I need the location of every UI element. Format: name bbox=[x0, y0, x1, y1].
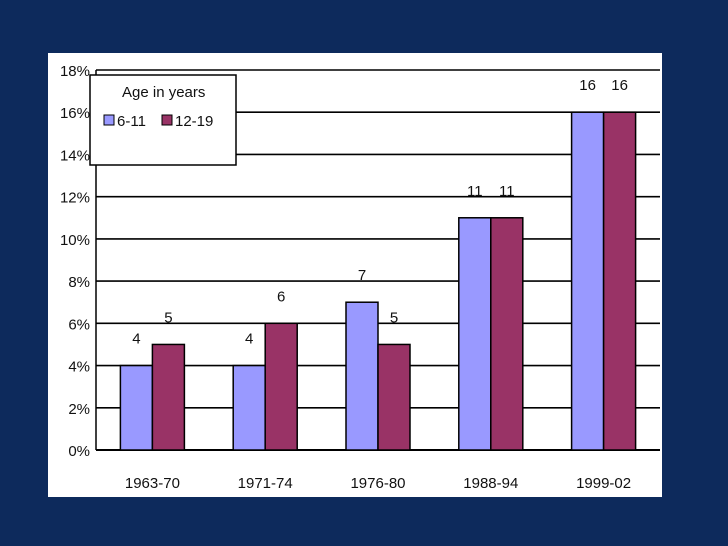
x-tick-label: 1963-70 bbox=[125, 475, 180, 492]
legend-swatch-12-19 bbox=[161, 114, 173, 126]
legend-title: Age in years bbox=[122, 84, 205, 101]
bar-12-19-1976-80 bbox=[377, 343, 411, 451]
y-tick-label: 2% bbox=[68, 401, 90, 418]
bar-12-19-1963-70 bbox=[151, 343, 186, 451]
data-label-12-19-1976-80: 5 bbox=[390, 309, 398, 326]
y-tick-label: 0% bbox=[68, 443, 90, 460]
data-label-6-11-1988-94: 11 bbox=[467, 183, 483, 200]
x-tick-label: 1988-94 bbox=[463, 475, 518, 492]
data-label-6-11-1971-74: 4 bbox=[245, 331, 253, 348]
legend-label-12-19: 12-19 bbox=[175, 113, 213, 130]
y-tick-label: 6% bbox=[68, 316, 90, 333]
legend-swatch-6-11 bbox=[103, 114, 115, 126]
y-tick-label: 10% bbox=[60, 232, 90, 249]
y-tick-label: 18% bbox=[60, 63, 90, 80]
bar-12-19-1971-74 bbox=[264, 322, 298, 451]
data-label-12-19-1999-02: 16 bbox=[611, 77, 628, 94]
data-label-12-19-1963-70: 5 bbox=[164, 309, 172, 326]
x-tick-label: 1971-74 bbox=[238, 475, 293, 492]
y-tick-label: 8% bbox=[68, 274, 90, 291]
bars bbox=[119, 111, 637, 451]
chart-panel: 0% 2% 4% 6% 8% 10% 12% 14% 16% 18% 4 5 4 6 7 5 11 11 16 16… bbox=[48, 53, 662, 497]
data-label-6-11-1963-70: 4 bbox=[132, 331, 140, 348]
x-axis-ticks: 1963-70 1971-74 1976-80 1988-94 1999-02 bbox=[125, 475, 631, 492]
legend: Age in years 6-11 12-19 bbox=[89, 74, 237, 166]
y-tick-label: 12% bbox=[60, 190, 90, 207]
y-tick-label: 16% bbox=[60, 105, 90, 122]
bar-12-19-1999-02 bbox=[602, 111, 637, 451]
bar-chart: 0% 2% 4% 6% 8% 10% 12% 14% 16% 18% 4 5 4 6 7 5 11 11 16 16… bbox=[60, 63, 660, 492]
bar-6-11-1999-02 bbox=[570, 111, 605, 451]
legend-label-6-11: 6-11 bbox=[117, 113, 146, 130]
bar-6-11-1976-80 bbox=[345, 301, 379, 451]
bar-12-19-1988-94 bbox=[490, 217, 524, 451]
x-tick-label: 1999-02 bbox=[576, 475, 631, 492]
bar-6-11-1963-70 bbox=[119, 364, 154, 451]
y-tick-label: 14% bbox=[60, 147, 90, 164]
bar-6-11-1988-94 bbox=[458, 217, 492, 451]
data-labels: 4 5 4 6 7 5 11 11 16 16 bbox=[132, 77, 628, 347]
data-label-12-19-1971-74: 6 bbox=[277, 288, 285, 305]
data-label-6-11-1976-80: 7 bbox=[358, 267, 366, 284]
data-label-6-11-1999-02: 16 bbox=[579, 77, 596, 94]
x-tick-label: 1976-80 bbox=[350, 475, 405, 492]
y-tick-label: 4% bbox=[68, 359, 90, 376]
y-axis-ticks: 0% 2% 4% 6% 8% 10% 12% 14% 16% 18% bbox=[60, 63, 90, 460]
data-label-12-19-1988-94: 11 bbox=[499, 183, 515, 200]
bar-6-11-1971-74 bbox=[232, 364, 266, 451]
